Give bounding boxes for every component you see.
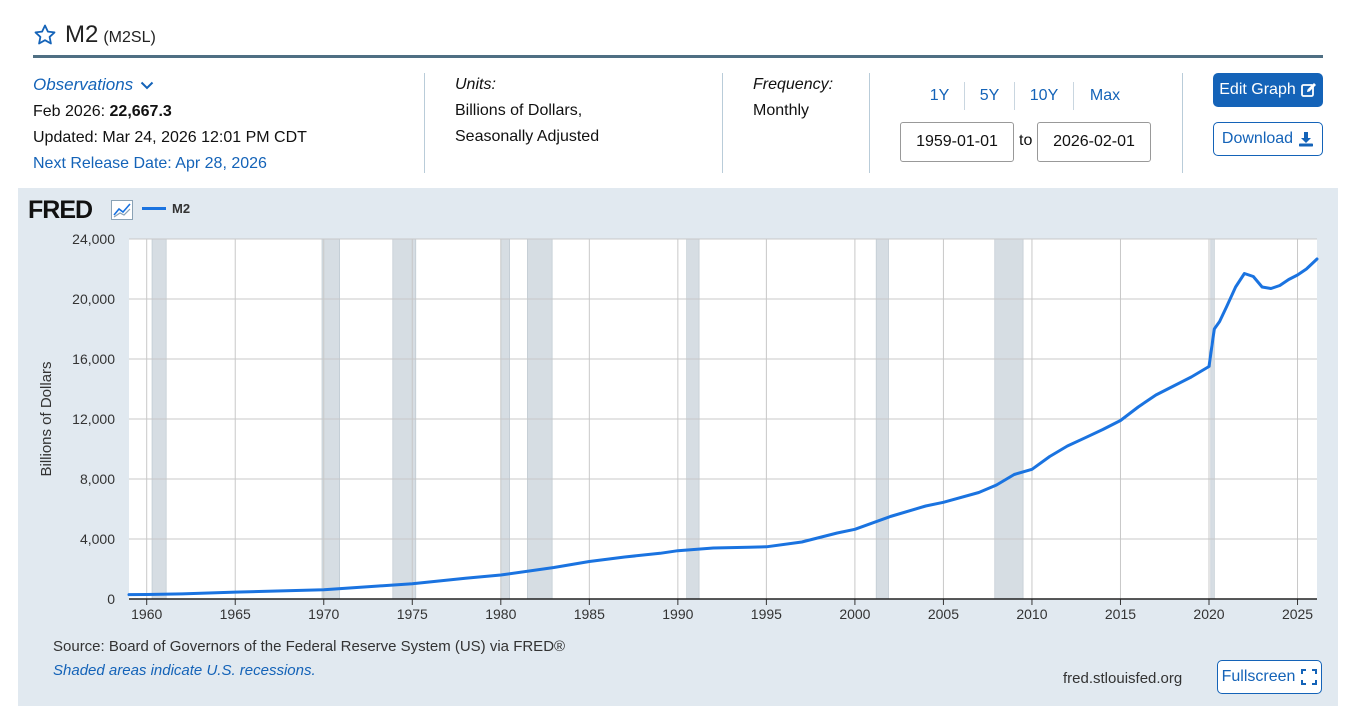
series-name: M2 <box>65 20 99 48</box>
x-tick-label: 1990 <box>662 606 693 622</box>
x-tick-label: 2000 <box>839 606 870 622</box>
fred-logo: FRED <box>28 196 93 224</box>
range-buttons: 1Y 5Y 10Y Max <box>915 82 1136 110</box>
frequency-block: Frequency: Monthly <box>753 72 833 124</box>
chart-panel: FRED M2 0 4,000 8,000 12,000 16,000 20,000 24,… <box>18 188 1338 706</box>
fullscreen-icon <box>1301 669 1318 685</box>
y-axis-label: Billions of Dollars <box>38 361 55 476</box>
y-tick-label: 0 <box>107 591 115 607</box>
download-label: Download <box>1221 130 1294 147</box>
end-date-input[interactable] <box>1037 122 1151 162</box>
latest-observation: Feb 2026: 22,667.3 <box>33 99 307 125</box>
divider <box>424 73 425 173</box>
x-tick-label: 1960 <box>131 606 162 622</box>
units-line-2: Seasonally Adjusted <box>455 128 600 145</box>
x-tick-label: 1975 <box>397 606 428 622</box>
observations-block: Observations Feb 2026: 22,667.3 Updated:… <box>33 72 307 177</box>
observation-date: Feb 2026: <box>33 103 106 120</box>
line-chart[interactable]: 0 4,000 8,000 12,000 16,000 20,000 24,000 1960 1… <box>18 214 1338 644</box>
x-tick-label: 2025 <box>1282 606 1313 622</box>
fred-url: fred.stlouisfed.org <box>1063 670 1183 687</box>
x-tick-label: 1985 <box>574 606 605 622</box>
frequency-value: Monthly <box>753 102 810 119</box>
observation-value: 22,667.3 <box>109 103 172 120</box>
range-5y-button[interactable]: 5Y <box>965 82 1015 110</box>
y-tick-label: 4,000 <box>80 531 115 547</box>
frequency-label: Frequency: <box>753 76 834 93</box>
start-date-input[interactable] <box>900 122 1014 162</box>
x-tick-label: 2015 <box>1105 606 1136 622</box>
download-icon <box>1299 132 1314 147</box>
edit-graph-label: Edit Graph <box>1219 81 1296 98</box>
x-tick-label: 1980 <box>485 606 516 622</box>
y-tick-label: 20,000 <box>72 291 115 307</box>
edit-icon <box>1300 83 1316 97</box>
next-release-link[interactable]: Next Release Date: Apr 28, 2026 <box>33 155 267 172</box>
series-id: (M2SL) <box>103 28 156 46</box>
divider <box>722 73 723 173</box>
chart-legend: M2 <box>142 201 190 216</box>
units-label: Units: <box>455 76 496 93</box>
x-tick-label: 1970 <box>308 606 339 622</box>
download-button[interactable]: Download <box>1213 122 1323 156</box>
star-icon[interactable] <box>33 23 57 47</box>
range-10y-button[interactable]: 10Y <box>1015 82 1074 110</box>
series-title-row: M2 (M2SL) <box>33 14 1323 58</box>
x-tick-label: 2010 <box>1016 606 1047 622</box>
chevron-down-icon <box>140 81 154 90</box>
y-tick-label: 16,000 <box>72 351 115 367</box>
legend-label: M2 <box>172 201 191 216</box>
divider <box>869 73 870 173</box>
edit-graph-button[interactable]: Edit Graph <box>1213 73 1323 107</box>
chart-icon <box>111 200 133 220</box>
fullscreen-button[interactable]: Fullscreen <box>1217 660 1322 694</box>
units-block: Units: Billions of Dollars, Seasonally A… <box>455 72 599 150</box>
divider <box>1182 73 1183 173</box>
recession-note: Shaded areas indicate U.S. recessions. <box>53 662 316 679</box>
units-line-1: Billions of Dollars, <box>455 102 583 119</box>
series-line-m2 <box>127 257 1319 597</box>
observations-dropdown[interactable]: Observations <box>33 72 155 98</box>
y-tick-label: 24,000 <box>72 231 115 247</box>
x-tick-label: 2005 <box>928 606 959 622</box>
range-1y-button[interactable]: 1Y <box>915 82 965 110</box>
observations-label: Observations <box>33 75 134 94</box>
fullscreen-label: Fullscreen <box>1221 668 1296 685</box>
updated-text: Updated: Mar 24, 2026 12:01 PM CDT <box>33 129 307 146</box>
legend-swatch <box>142 207 166 210</box>
x-tick-label: 2020 <box>1193 606 1224 622</box>
range-max-button[interactable]: Max <box>1089 87 1121 104</box>
x-tick-label: 1995 <box>751 606 782 622</box>
y-tick-label: 8,000 <box>80 471 115 487</box>
y-tick-label: 12,000 <box>72 411 115 427</box>
x-tick-label: 1965 <box>220 606 251 622</box>
date-range-to: to <box>1019 132 1033 149</box>
source-text: Source: Board of Governors of the Federa… <box>53 638 566 655</box>
